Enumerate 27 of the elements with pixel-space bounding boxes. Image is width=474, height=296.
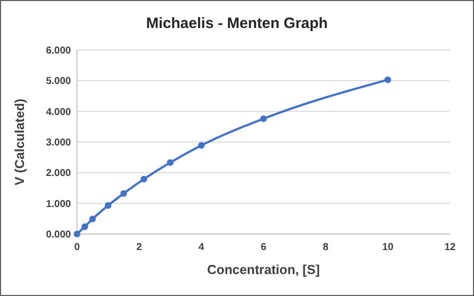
point: [89, 216, 96, 222]
x-tick-label: 0: [74, 242, 80, 253]
point: [198, 142, 205, 149]
y-tick-label: 0.000: [46, 230, 72, 240]
point: [260, 115, 267, 122]
x-tick-label: 8: [322, 242, 329, 253]
x-tick-label: 6: [260, 242, 267, 253]
point: [74, 230, 80, 238]
x-tick-label: 4: [198, 242, 205, 253]
x-tick-label: 12: [444, 242, 456, 253]
point: [166, 159, 174, 166]
point: [120, 190, 127, 197]
y-tick-label: 6.000: [46, 46, 72, 56]
y-tick-label: 5.000: [46, 76, 72, 88]
y-tick-label: 4.000: [46, 106, 72, 118]
chart-title: Michaelis - Menten Graph: [146, 15, 328, 32]
y-tick-label: 2.000: [46, 168, 72, 180]
y-tick-label: 3.000: [46, 138, 72, 148]
y-tick-label: 1.000: [46, 198, 72, 210]
y-axis-title: V (Calculated): [12, 98, 27, 186]
point: [104, 202, 112, 209]
point: [140, 176, 148, 182]
x-axis-title: Concentration, [S]: [207, 262, 320, 277]
x-tick-label: 2: [136, 242, 142, 253]
x-tick-label: 10: [382, 242, 394, 253]
point: [81, 223, 88, 230]
point: [384, 76, 392, 84]
